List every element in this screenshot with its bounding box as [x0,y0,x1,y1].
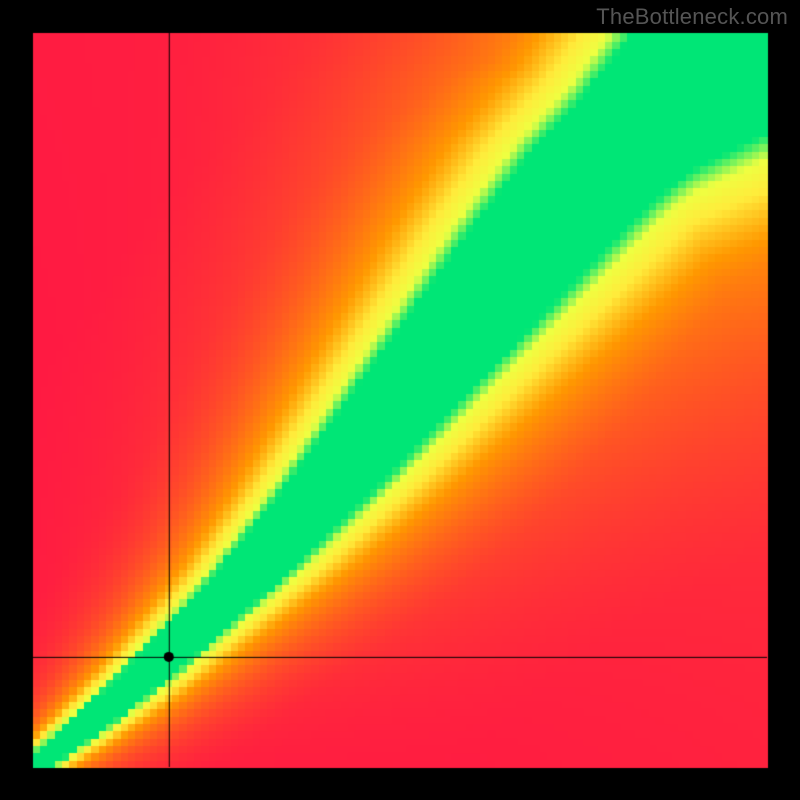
watermark-text: TheBottleneck.com [596,4,788,30]
bottleneck-heatmap [0,0,800,800]
chart-container: TheBottleneck.com [0,0,800,800]
